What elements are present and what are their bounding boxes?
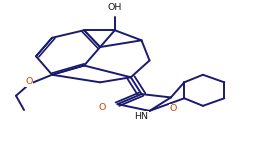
Text: O: O: [25, 77, 33, 86]
Text: HN: HN: [135, 112, 148, 121]
Text: O: O: [99, 103, 106, 112]
Text: O: O: [169, 104, 177, 113]
Text: OH: OH: [108, 3, 122, 12]
